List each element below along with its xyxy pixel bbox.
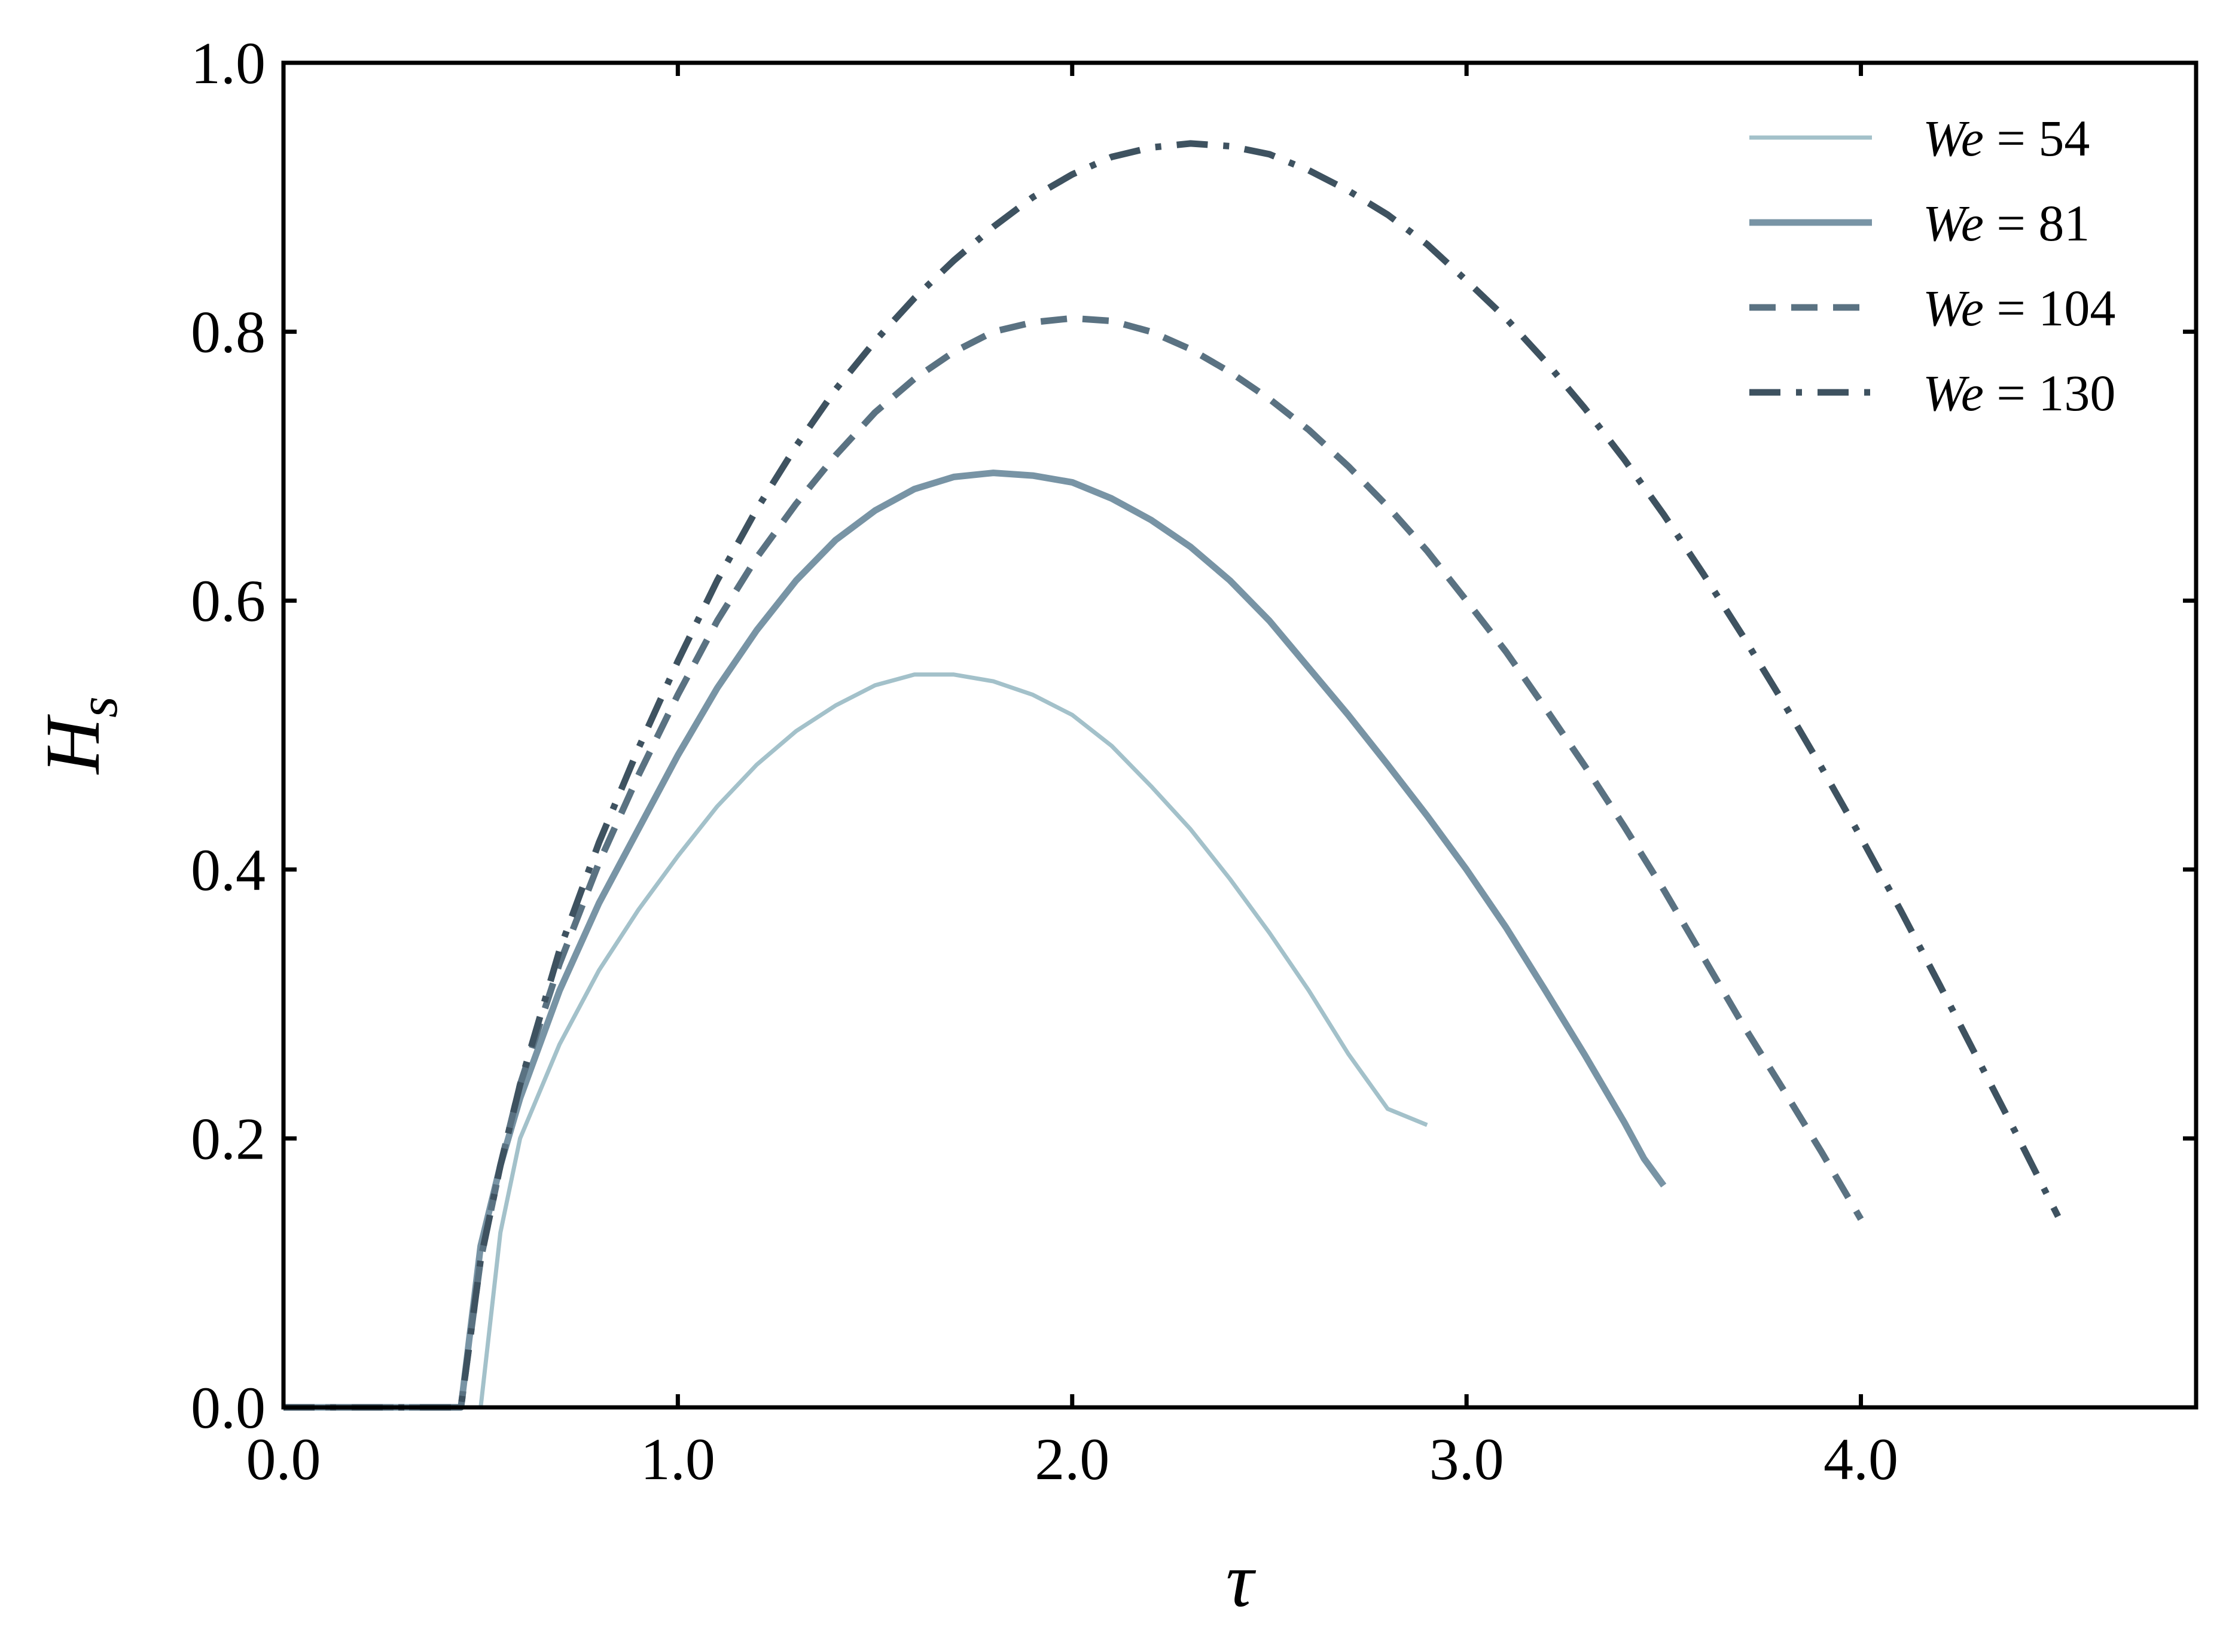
- legend-label-we-81: We = 81: [1923, 194, 2090, 252]
- x-tick-label: 2.0: [1035, 1426, 1109, 1492]
- y-tick-label: 0.0: [191, 1374, 266, 1441]
- y-tick-label: 0.4: [191, 837, 266, 903]
- y-tick-label: 1.0: [191, 30, 266, 96]
- y-axis-label: Hs: [30, 696, 129, 775]
- axis-ticks: [281, 60, 2196, 1410]
- series-line-we-54: [283, 672, 1428, 1410]
- x-tick-label: 3.0: [1429, 1426, 1504, 1492]
- x-tick-label: 1.0: [641, 1426, 715, 1492]
- plot-lines: [283, 140, 2062, 1411]
- legend-label-we-104: We = 104: [1923, 279, 2115, 337]
- legend-label-we-130: We = 130: [1923, 364, 2115, 422]
- y-tick-label: 0.2: [191, 1105, 266, 1172]
- y-tick-label: 0.8: [191, 299, 266, 365]
- y-axis-label-main: H: [30, 714, 116, 775]
- legend-label-we-54: We = 54: [1923, 109, 2090, 167]
- x-axis-label: τ: [1226, 1537, 1257, 1623]
- y-tick-label: 0.6: [191, 568, 266, 634]
- x-tick-label: 0.0: [246, 1426, 321, 1492]
- plot-frame: [281, 60, 2198, 1410]
- x-tick-label: 4.0: [1824, 1426, 1898, 1492]
- series-line-we-130: [283, 140, 2062, 1411]
- series-line-we-81: [283, 470, 1667, 1411]
- y-axis-label-subscript: s: [68, 696, 129, 718]
- legend: We = 54 We = 81 We = 104 We = 130: [1749, 109, 2115, 422]
- series-line-we-104: [283, 315, 1864, 1411]
- axis-tick-labels: 0.0 1.0 2.0 3.0 4.0 0.0 0.2 0.4 0.6 0.8 1.0: [191, 30, 1898, 1492]
